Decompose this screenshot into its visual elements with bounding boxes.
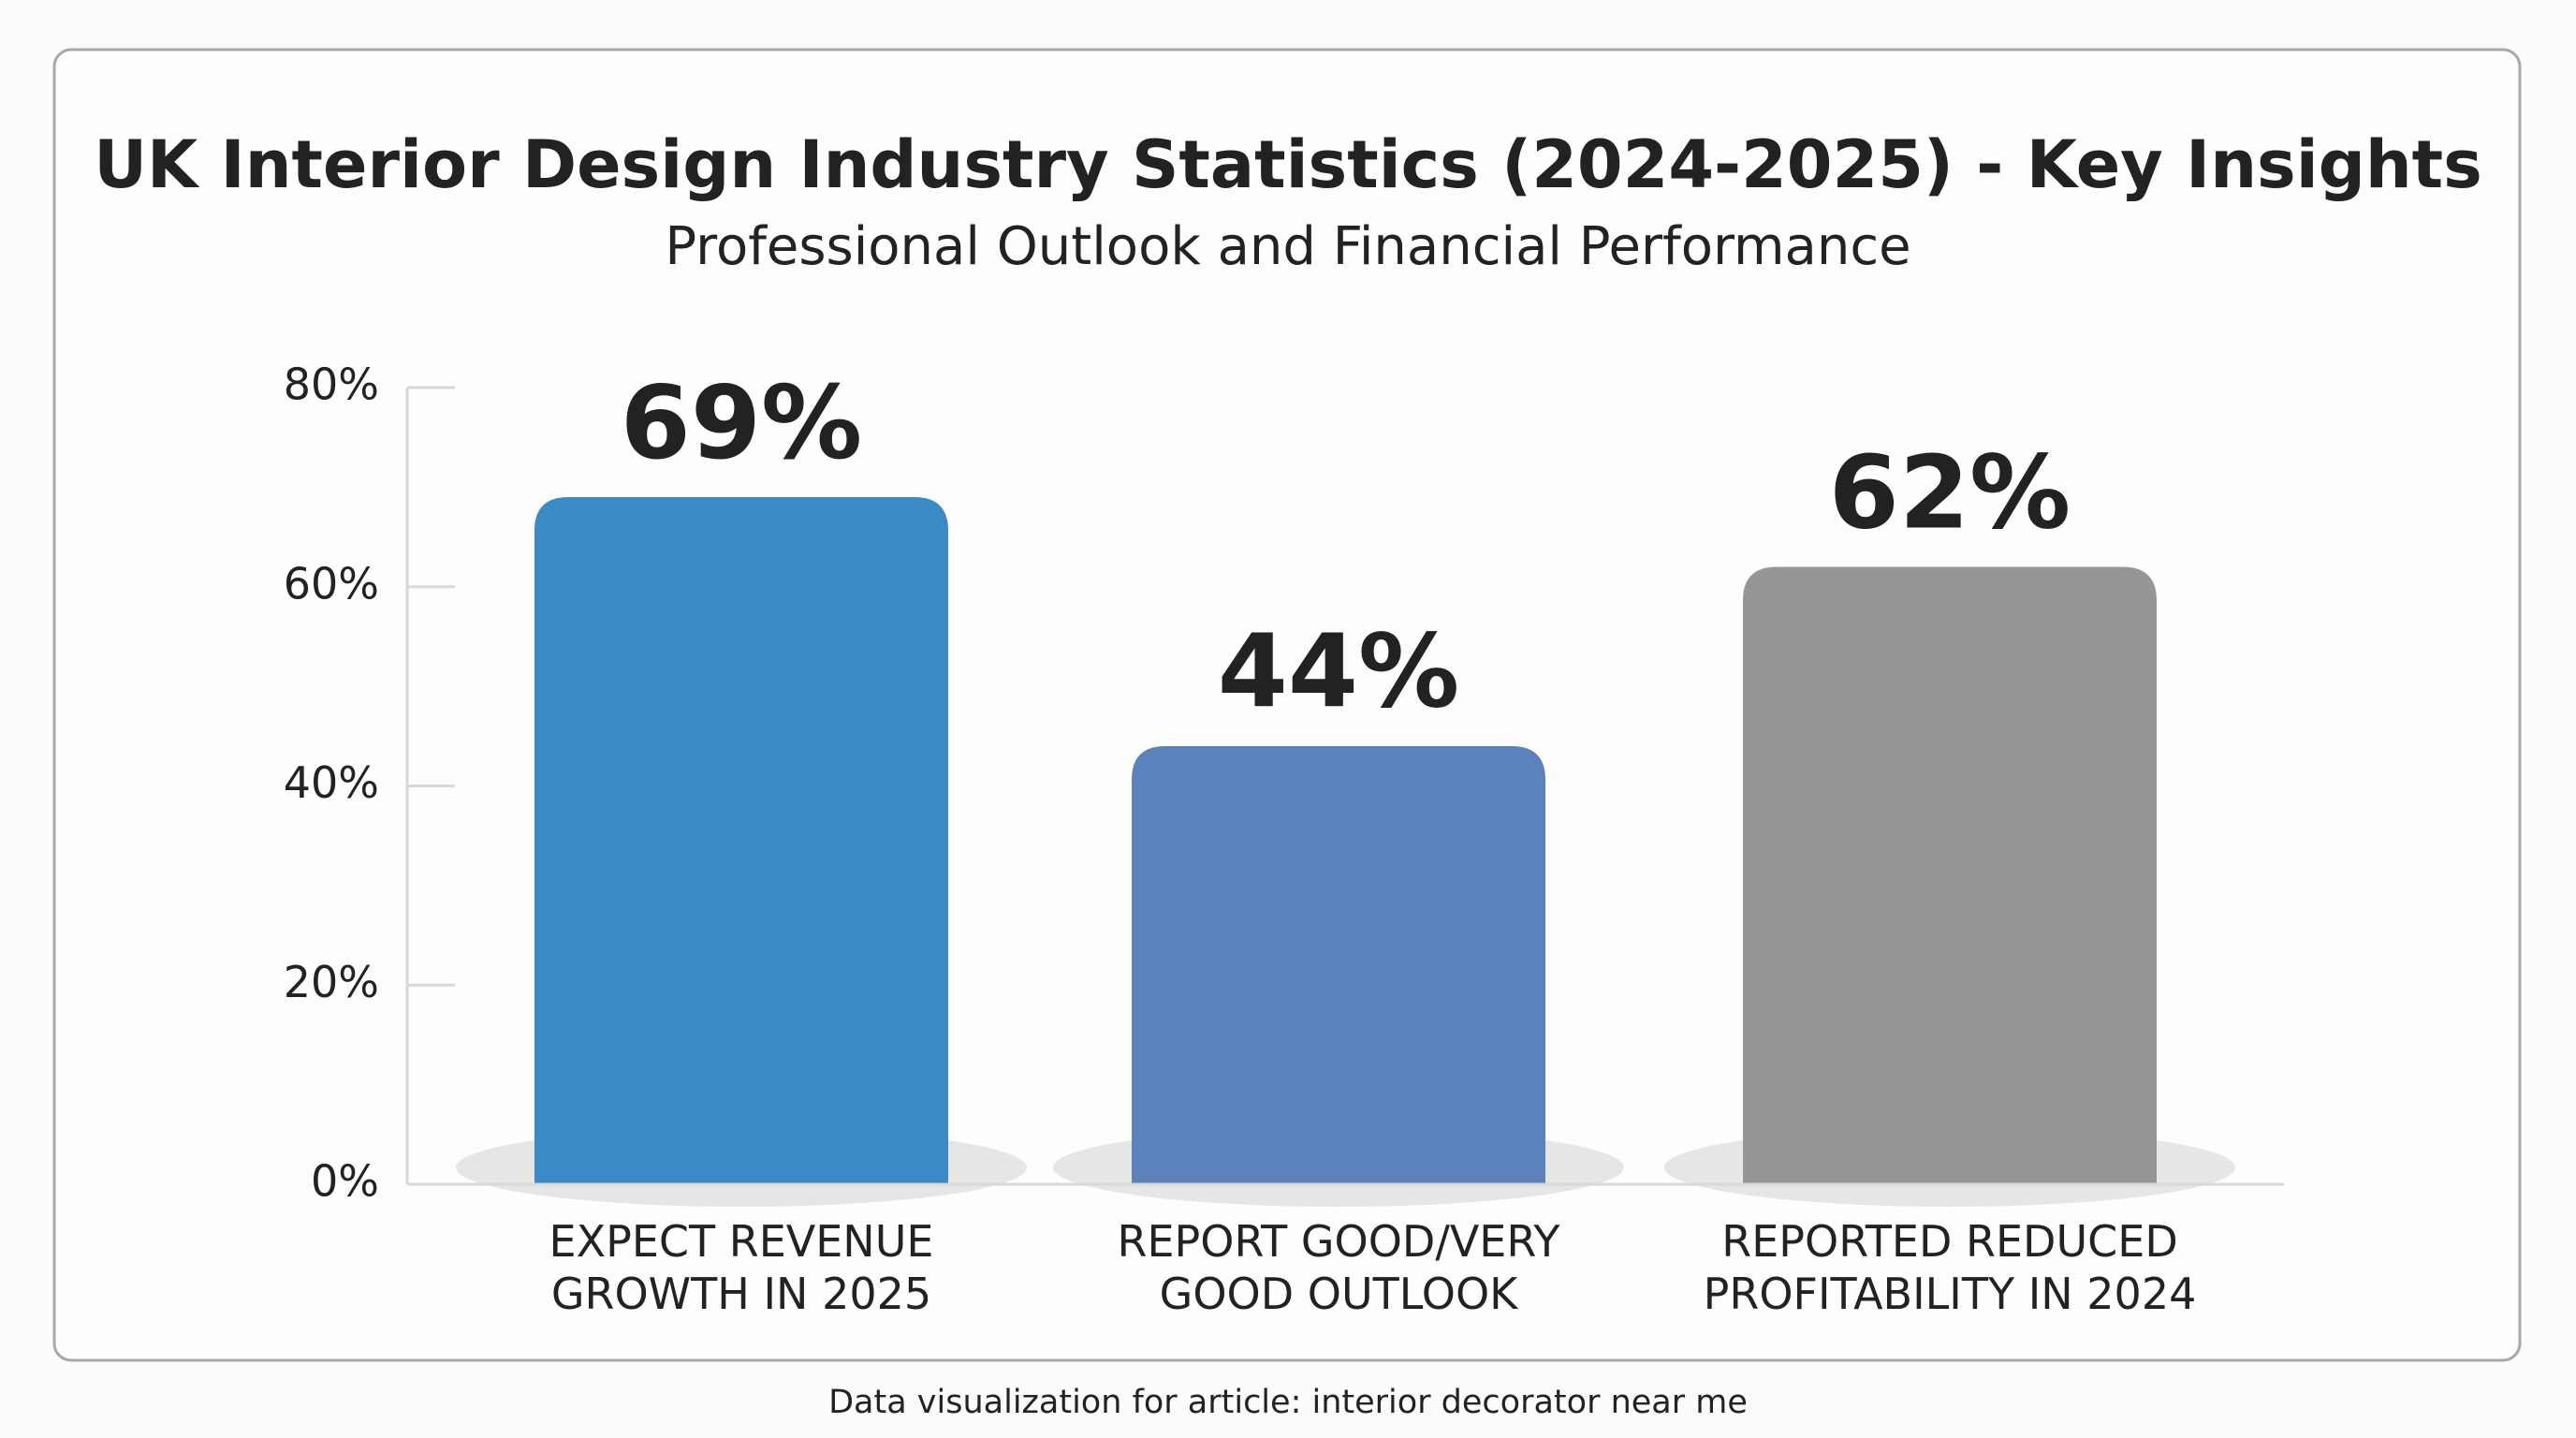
x-tick-label: REPORTED REDUCED PROFITABILITY IN 2024 bbox=[1703, 1216, 2197, 1319]
y-tick-label: 80% bbox=[284, 360, 379, 410]
chart-subtitle: Professional Outlook and Financial Perfo… bbox=[665, 216, 1910, 277]
chart-title: UK Interior Design Industry Statistics (… bbox=[94, 126, 2482, 203]
y-tick-label: 60% bbox=[284, 558, 379, 609]
caption: Data visualization for article: interior… bbox=[828, 1384, 1748, 1421]
x-tick-label: EXPECT REVENUE GROWTH IN 2025 bbox=[549, 1216, 934, 1319]
value-label: 69% bbox=[621, 365, 863, 482]
value-label: 62% bbox=[1829, 434, 2071, 551]
bar bbox=[1743, 566, 2157, 1184]
value-label: 44% bbox=[1218, 614, 1460, 731]
x-tick-label: REPORT GOOD/VERY GOOD OUTLOOK bbox=[1117, 1216, 1560, 1319]
bar bbox=[1132, 745, 1545, 1184]
y-tick-label: 20% bbox=[284, 957, 379, 1007]
y-tick-label: 0% bbox=[311, 1156, 379, 1207]
bar bbox=[534, 497, 948, 1184]
y-tick-label: 40% bbox=[284, 757, 379, 808]
